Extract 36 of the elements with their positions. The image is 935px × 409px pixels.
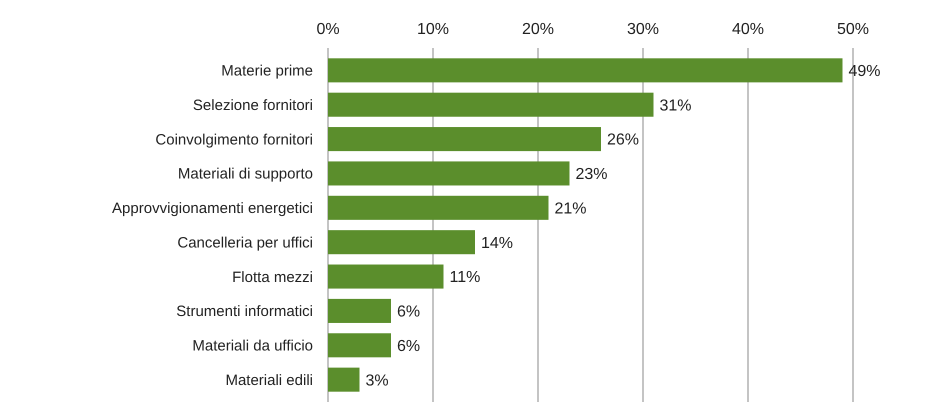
data-label: 31%: [660, 97, 692, 114]
data-label: 21%: [554, 200, 587, 218]
bar: [328, 196, 548, 220]
y-tick-label: Flotta mezzi: [232, 268, 313, 286]
data-label: 6%: [397, 338, 420, 355]
data-label: 3%: [366, 372, 389, 390]
data-label: 6%: [397, 304, 420, 321]
y-tick-label: Coinvolgimento fornitori: [155, 131, 313, 148]
x-tick-label: 40%: [732, 21, 764, 38]
bar: [328, 368, 360, 392]
y-tick-label: Cancelleria per uffici: [177, 234, 313, 252]
data-label: 11%: [450, 269, 480, 286]
y-tick-label: Materiali edili: [225, 372, 313, 389]
x-tick-label: 50%: [836, 21, 870, 38]
y-tick-label: Materie prime: [221, 62, 313, 80]
data-label: 49%: [848, 62, 881, 80]
y-tick-label: Strumenti informatici: [176, 303, 313, 320]
x-tick-label: 30%: [626, 21, 660, 38]
y-tick-label: Selezione fornitori: [192, 96, 313, 114]
bar: [328, 127, 601, 152]
bar: [328, 161, 570, 186]
data-label: 14%: [481, 234, 514, 252]
bar: [328, 264, 444, 289]
x-tick-label: 20%: [522, 21, 554, 38]
x-tick-label: 10%: [416, 21, 450, 38]
data-label: 26%: [607, 132, 640, 149]
x-tick-label: 0%: [316, 21, 340, 38]
bar: [328, 298, 391, 323]
y-tick-label: Materiali da ufficio: [192, 338, 313, 355]
data-label: 23%: [576, 166, 608, 184]
bar: [328, 58, 842, 82]
y-tick-label: Approvvigionamenti energetici: [112, 200, 313, 218]
y-tick-label: Materiali di supporto: [178, 166, 313, 183]
bar: [328, 92, 654, 117]
bar: [328, 230, 475, 254]
bar: [328, 333, 391, 358]
